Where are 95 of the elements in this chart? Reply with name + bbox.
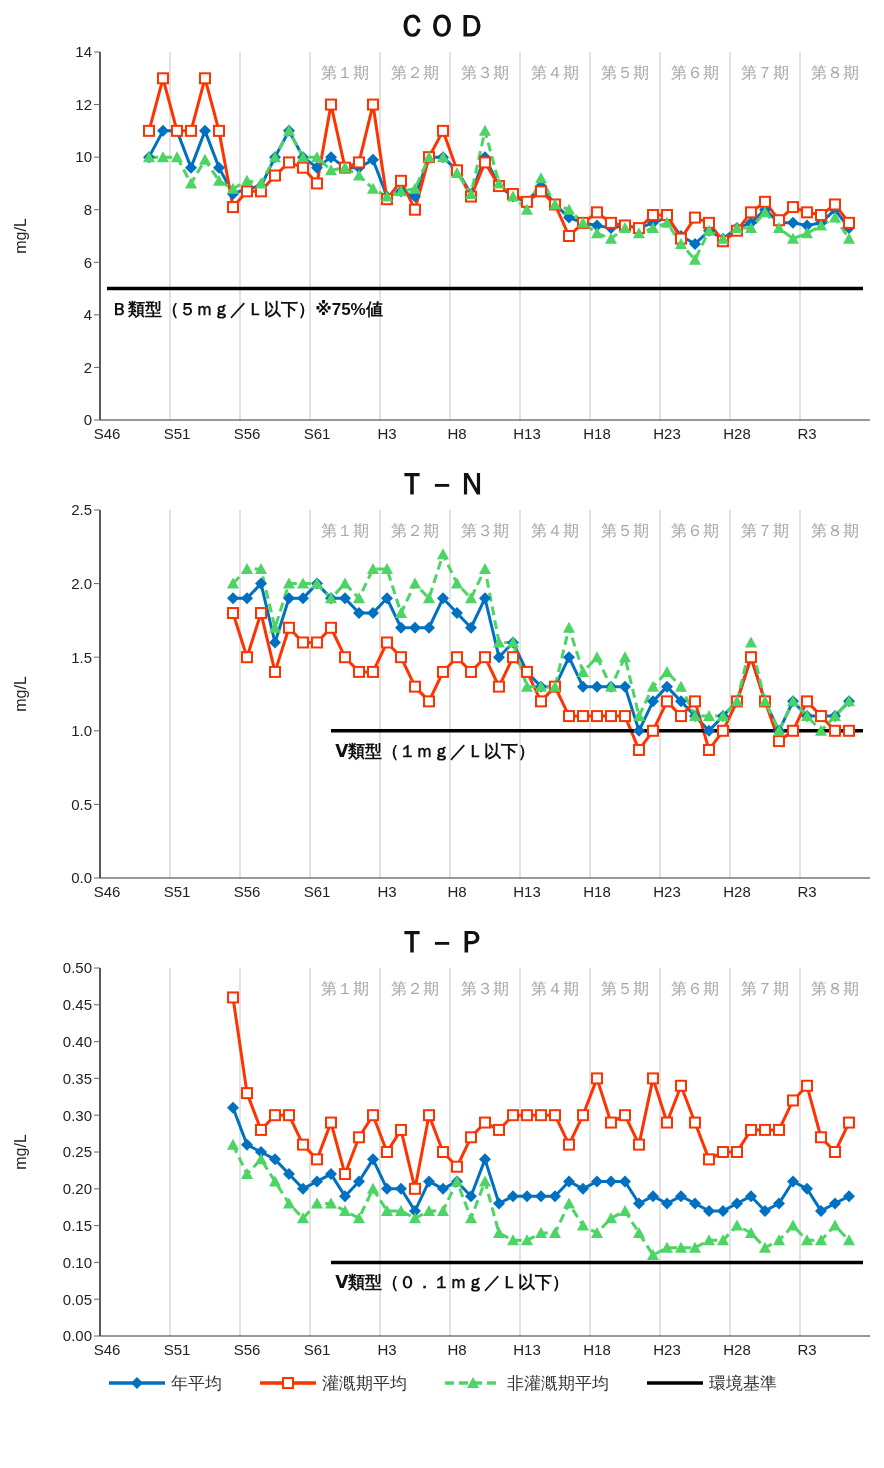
annotation: 第６期 xyxy=(671,980,719,997)
annotation: Ⅴ類型（１ｍｇ／Ｌ以下） xyxy=(335,741,536,761)
legend-label: 灌漑期平均 xyxy=(322,1372,407,1395)
x-tick-label: S56 xyxy=(233,424,261,442)
y-tick-label: 0.20 xyxy=(62,1180,92,1198)
annotation: 第８期 xyxy=(811,64,859,81)
x-tick-label: S61 xyxy=(303,882,331,900)
chart-title: Ｔ－Ｎ xyxy=(396,466,488,502)
y-tick-label: 8 xyxy=(83,201,92,219)
x-tick-label: H18 xyxy=(583,424,611,442)
x-tick-label: R3 xyxy=(797,882,817,900)
y-tick-label: 0.30 xyxy=(62,1106,92,1124)
x-tick-label: S46 xyxy=(93,882,121,900)
annotation: 第６期 xyxy=(671,522,719,539)
x-tick-label: H23 xyxy=(653,882,681,900)
annotation: 第７期 xyxy=(741,980,789,997)
x-tick-label: H8 xyxy=(447,882,467,900)
legend-label: 環境基準 xyxy=(709,1372,777,1395)
y-tick-label: 14 xyxy=(75,43,92,61)
x-tick-label: H23 xyxy=(653,1340,681,1358)
x-tick-label: H28 xyxy=(723,1340,751,1358)
annotation: 第４期 xyxy=(531,980,579,997)
y-tick-label: 0.0 xyxy=(71,869,92,887)
annotation: 第５期 xyxy=(601,522,649,539)
x-tick-label: H8 xyxy=(447,424,467,442)
annotation: 第４期 xyxy=(531,64,579,81)
x-tick-label: H3 xyxy=(377,1340,397,1358)
y-tick-label: 2.0 xyxy=(71,574,92,592)
annotation: 第７期 xyxy=(741,522,789,539)
y-axis-title: mg/L xyxy=(11,1134,29,1170)
x-tick-label: S46 xyxy=(93,1340,121,1358)
y-tick-label: 0.25 xyxy=(62,1143,92,1161)
x-tick-label: R3 xyxy=(797,1340,817,1358)
annotation: 第７期 xyxy=(741,64,789,81)
y-tick-label: 0.5 xyxy=(71,795,92,813)
x-tick-label: H3 xyxy=(377,882,397,900)
x-tick-label: H3 xyxy=(377,424,397,442)
x-tick-label: H28 xyxy=(723,882,751,900)
x-tick-label: H13 xyxy=(513,424,541,442)
x-tick-label: S51 xyxy=(163,424,191,442)
x-tick-label: S51 xyxy=(163,882,191,900)
y-tick-label: 2.5 xyxy=(71,501,92,519)
x-tick-label: H8 xyxy=(447,1340,467,1358)
x-tick-label: S56 xyxy=(233,882,261,900)
annotation: 第１期 xyxy=(321,64,369,81)
annotation: 第８期 xyxy=(811,980,859,997)
annotation: 第６期 xyxy=(671,64,719,81)
annotation: Ｂ類型（５ｍｇ／Ｌ以下）※75%値 xyxy=(111,299,383,319)
x-tick-label: S61 xyxy=(303,424,331,442)
x-tick-label: H18 xyxy=(583,882,611,900)
x-tick-label: H28 xyxy=(723,424,751,442)
y-tick-label: 0.35 xyxy=(62,1069,92,1087)
y-tick-label: 6 xyxy=(83,253,92,271)
annotation: 第５期 xyxy=(601,64,649,81)
x-tick-label: R3 xyxy=(797,424,817,442)
y-tick-label: 0 xyxy=(83,411,92,429)
x-tick-label: S56 xyxy=(233,1340,261,1358)
chart-title: Ｔ－Ｐ xyxy=(396,924,488,960)
x-tick-label: H23 xyxy=(653,424,681,442)
x-tick-label: S51 xyxy=(163,1340,191,1358)
y-axis-title: mg/L xyxy=(11,676,29,712)
annotation: 第２期 xyxy=(391,980,439,997)
y-tick-label: 0.15 xyxy=(62,1216,92,1234)
annotation: 第５期 xyxy=(601,980,649,997)
x-tick-label: H13 xyxy=(513,1340,541,1358)
annotation: 第３期 xyxy=(461,980,509,997)
x-tick-label: S46 xyxy=(93,424,121,442)
annotation: 第１期 xyxy=(321,980,369,997)
y-tick-label: 0.40 xyxy=(62,1032,92,1050)
y-tick-label: 12 xyxy=(75,95,92,113)
y-tick-label: 2 xyxy=(83,358,92,376)
y-tick-label: 0.45 xyxy=(62,996,92,1014)
y-tick-label: 4 xyxy=(83,306,92,324)
chart-title: ＣＯＤ xyxy=(396,8,488,44)
y-tick-label: 0.50 xyxy=(62,959,92,977)
annotation: 第２期 xyxy=(391,522,439,539)
y-tick-label: 1.5 xyxy=(71,648,92,666)
annotation: 第４期 xyxy=(531,522,579,539)
annotation: 第２期 xyxy=(391,64,439,81)
legend-label: 非灌漑期平均 xyxy=(507,1372,609,1395)
annotation: 第１期 xyxy=(321,522,369,539)
annotation: 第３期 xyxy=(461,64,509,81)
y-tick-label: 0.05 xyxy=(62,1290,92,1308)
annotation: Ⅴ類型（０．１ｍｇ／Ｌ以下） xyxy=(335,1273,570,1293)
y-tick-label: 0.10 xyxy=(62,1253,92,1271)
annotation: 第３期 xyxy=(461,522,509,539)
legend-label: 年平均 xyxy=(171,1372,222,1395)
y-tick-label: 10 xyxy=(75,148,92,166)
y-tick-label: 0.00 xyxy=(62,1327,92,1345)
y-axis-title: mg/L xyxy=(11,218,29,254)
x-tick-label: S61 xyxy=(303,1340,331,1358)
annotation: 第８期 xyxy=(811,522,859,539)
y-tick-label: 1.0 xyxy=(71,722,92,740)
x-tick-label: H13 xyxy=(513,882,541,900)
x-tick-label: H18 xyxy=(583,1340,611,1358)
